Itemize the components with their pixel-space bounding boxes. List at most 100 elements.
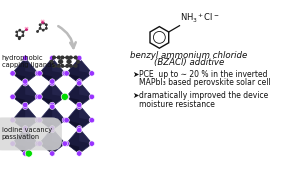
Polygon shape [66, 58, 92, 83]
Circle shape [22, 81, 28, 86]
Circle shape [89, 141, 94, 146]
Circle shape [64, 94, 69, 99]
Circle shape [62, 94, 67, 99]
Circle shape [50, 55, 55, 61]
Circle shape [35, 94, 40, 99]
Polygon shape [66, 105, 92, 130]
Circle shape [36, 30, 39, 33]
Circle shape [89, 118, 94, 123]
Circle shape [77, 102, 82, 108]
Circle shape [60, 64, 64, 68]
FancyArrowPatch shape [58, 26, 76, 48]
Circle shape [35, 71, 40, 76]
Circle shape [69, 55, 73, 60]
Text: iodine vacancy
passivation: iodine vacancy passivation [2, 127, 52, 140]
Polygon shape [66, 97, 79, 107]
Circle shape [10, 71, 15, 76]
Polygon shape [52, 81, 65, 97]
Circle shape [45, 27, 48, 30]
Circle shape [50, 79, 55, 84]
Circle shape [22, 55, 28, 61]
Circle shape [64, 71, 69, 76]
Circle shape [41, 21, 44, 24]
Circle shape [18, 36, 21, 39]
Polygon shape [12, 128, 38, 154]
Circle shape [50, 104, 55, 109]
Circle shape [62, 118, 67, 123]
Polygon shape [66, 144, 79, 154]
Text: (BZACl) additive: (BZACl) additive [154, 58, 224, 67]
Polygon shape [39, 97, 52, 107]
Circle shape [77, 127, 82, 133]
Circle shape [25, 150, 32, 157]
Circle shape [10, 118, 15, 123]
Circle shape [57, 64, 61, 68]
Circle shape [35, 141, 40, 146]
Circle shape [58, 60, 62, 64]
Circle shape [74, 64, 78, 68]
Circle shape [50, 151, 55, 156]
Polygon shape [12, 144, 25, 154]
Circle shape [89, 71, 94, 76]
Polygon shape [66, 128, 92, 154]
Circle shape [50, 102, 55, 108]
Polygon shape [39, 73, 52, 83]
Polygon shape [12, 120, 25, 130]
Circle shape [22, 104, 28, 109]
Polygon shape [25, 58, 38, 73]
Circle shape [50, 127, 55, 133]
Polygon shape [25, 128, 38, 144]
Polygon shape [12, 81, 38, 107]
Circle shape [74, 55, 78, 60]
Polygon shape [39, 120, 52, 130]
Circle shape [42, 22, 45, 24]
Polygon shape [39, 128, 65, 154]
Polygon shape [66, 73, 79, 83]
Polygon shape [25, 105, 38, 120]
Circle shape [25, 27, 26, 29]
Circle shape [68, 60, 72, 64]
Polygon shape [52, 105, 65, 120]
Circle shape [37, 141, 42, 146]
Text: dramatically improved the device: dramatically improved the device [139, 91, 268, 100]
Circle shape [69, 64, 73, 68]
Circle shape [77, 79, 82, 84]
Circle shape [77, 81, 82, 86]
Polygon shape [66, 120, 79, 130]
Circle shape [42, 29, 45, 32]
Circle shape [62, 141, 67, 146]
Polygon shape [12, 73, 25, 83]
Circle shape [39, 23, 42, 26]
Circle shape [39, 27, 42, 30]
Circle shape [26, 27, 28, 29]
Circle shape [77, 104, 82, 109]
Text: moisture resistance: moisture resistance [139, 99, 214, 108]
Circle shape [77, 126, 82, 131]
Circle shape [66, 60, 70, 64]
Circle shape [22, 127, 28, 133]
Polygon shape [39, 105, 65, 130]
Circle shape [22, 151, 28, 156]
Circle shape [59, 60, 63, 64]
Circle shape [35, 118, 40, 123]
Circle shape [22, 34, 24, 37]
Polygon shape [66, 81, 92, 107]
Polygon shape [79, 58, 92, 73]
Circle shape [89, 94, 94, 99]
Polygon shape [39, 144, 52, 154]
Circle shape [37, 118, 42, 123]
Circle shape [18, 37, 21, 40]
Circle shape [15, 31, 18, 33]
Circle shape [65, 55, 69, 60]
Text: ➤: ➤ [132, 70, 139, 79]
Polygon shape [25, 81, 38, 97]
Circle shape [77, 151, 82, 156]
Text: ➤: ➤ [132, 91, 139, 100]
Circle shape [10, 141, 15, 146]
Circle shape [76, 60, 80, 64]
Polygon shape [79, 105, 92, 120]
Circle shape [37, 94, 42, 99]
Circle shape [62, 71, 67, 76]
Circle shape [18, 29, 21, 32]
Circle shape [65, 64, 69, 68]
